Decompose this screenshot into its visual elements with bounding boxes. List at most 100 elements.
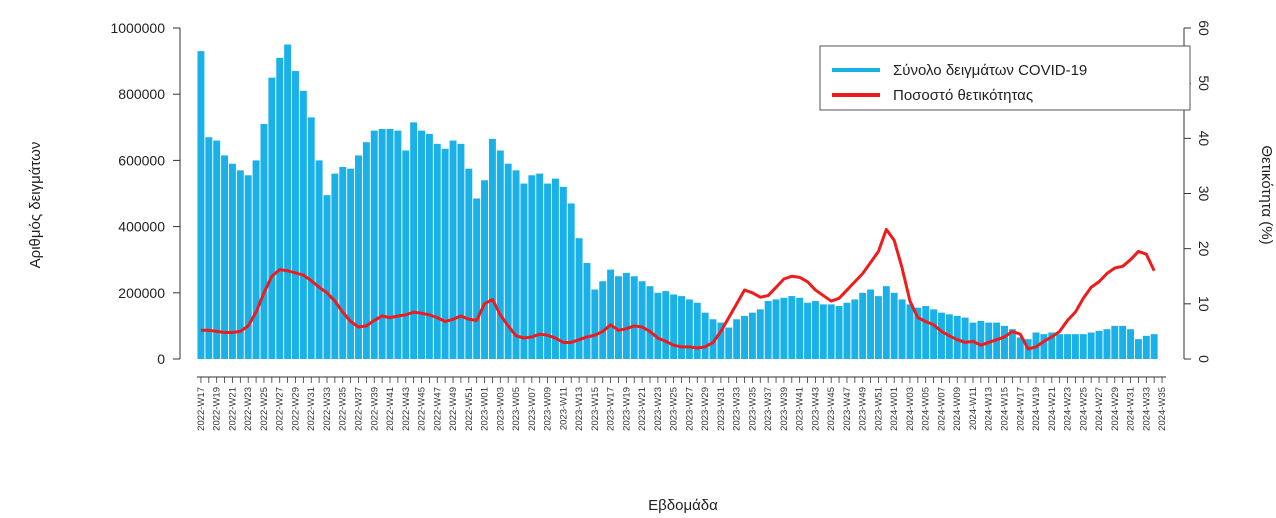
x-tick-label: 2023-W21 [637,387,648,431]
bar [1111,325,1119,359]
bar [717,322,725,359]
legend-label-bars: Σύνολο δειγμάτων COVID-19 [893,62,1087,79]
x-tick-label: 2023-W47 [842,387,853,431]
x-tick-label: 2022-W19 [212,387,223,431]
bar [488,138,496,359]
bar [867,289,875,359]
bar [496,150,504,359]
x-tick-label: 2023-W05 [511,387,522,431]
bar [851,299,859,359]
bar [796,297,804,359]
x-tick-label: 2023-W07 [527,387,538,431]
bar [788,296,796,359]
bar [827,304,835,359]
x-tick-label: 2023-W19 [621,387,632,431]
bar [709,319,717,359]
bar [347,168,355,359]
bar [583,263,591,359]
bar [693,302,701,359]
x-tick-label: 2022-W47 [432,387,443,431]
x-tick-label: 2023-W51 [873,387,884,431]
bar [567,203,575,359]
x-tick-label: 2024-W25 [1078,387,1089,431]
bar [394,130,402,359]
legend-box [819,45,1191,111]
x-tick-label: 2022-W49 [448,387,459,431]
bar [355,155,362,359]
bar [725,327,733,359]
bar [662,291,670,359]
y-tick-label: 600000 [118,152,165,168]
bar [339,167,347,359]
bar [780,297,788,359]
bar [1048,332,1056,359]
bar [504,163,512,359]
bar [953,315,961,359]
bar [378,128,386,359]
x-tick-label: 2024-W17 [1015,387,1026,431]
bar [835,306,843,359]
x-tick-label: 2022-W23 [243,387,254,431]
x-tick-label: 2023-W27 [684,387,695,431]
bar [575,238,583,359]
x-axis-label: Εβδομάδα [648,497,718,514]
bar [441,148,449,359]
legend-label-line: Ποσοστό θετικότητας [893,87,1033,104]
bar [1056,334,1064,359]
bar [244,175,252,359]
x-tick-label: 2023-W41 [795,387,806,431]
bar [1119,325,1127,359]
bar [299,90,307,359]
bar [748,312,756,359]
x-tick-label: 2024-W03 [905,387,916,431]
x-tick-label: 2023-W23 [653,387,664,431]
x-tick-label: 2023-W33 [732,387,743,431]
x-tick-label: 2022-W51 [464,387,475,431]
x-tick-label: 2024-W05 [921,387,932,431]
x-tick-label: 2022-W45 [417,387,428,431]
bar [938,312,945,359]
bar [874,296,882,359]
bar [1134,339,1142,359]
bar [512,170,520,359]
bar [386,128,394,359]
y-tick-label: 200000 [118,285,165,301]
bar [1016,337,1024,359]
x-tick-label: 2023-W01 [480,387,491,431]
bar [362,142,370,359]
x-tick-label: 2024-W11 [968,387,979,430]
bar [922,306,930,359]
bar [741,315,748,359]
y2-tick-label: 10 [1196,296,1212,312]
bar-series [197,44,1158,360]
x-tick-label: 2024-W29 [1110,387,1121,431]
bar [418,130,425,359]
x-tick-label: 2022-W37 [354,387,365,431]
legend: Σύνολο δειγμάτων COVID-19 Ποσοστό θετικό… [819,45,1191,111]
bar [449,140,457,359]
bar [315,160,323,359]
bar [733,319,741,359]
bar [410,122,418,359]
bar [906,304,914,359]
bar [1150,334,1158,359]
bar [228,163,236,359]
y-tick-label: 400000 [118,219,165,235]
bar [465,168,473,359]
y2-tick-label: 50 [1196,75,1212,91]
bar [528,175,536,359]
x-tick-label: 2023-W15 [590,387,601,431]
x-tick-label: 2023-W49 [858,387,869,431]
y-axis-label: Αριθμός δειγμάτων [27,142,44,269]
x-tick-label: 2023-W29 [700,387,711,431]
bar [520,183,528,359]
bar [544,183,552,359]
bar [252,160,260,359]
x-tick-label: 2024-W15 [1000,387,1011,431]
bar [961,317,969,360]
bar [1127,329,1135,359]
x-tick-label: 2024-W09 [952,387,963,431]
bar [433,143,441,359]
x-tick-label: 2022-W33 [322,387,333,431]
y-tick-label: 800000 [118,86,165,102]
